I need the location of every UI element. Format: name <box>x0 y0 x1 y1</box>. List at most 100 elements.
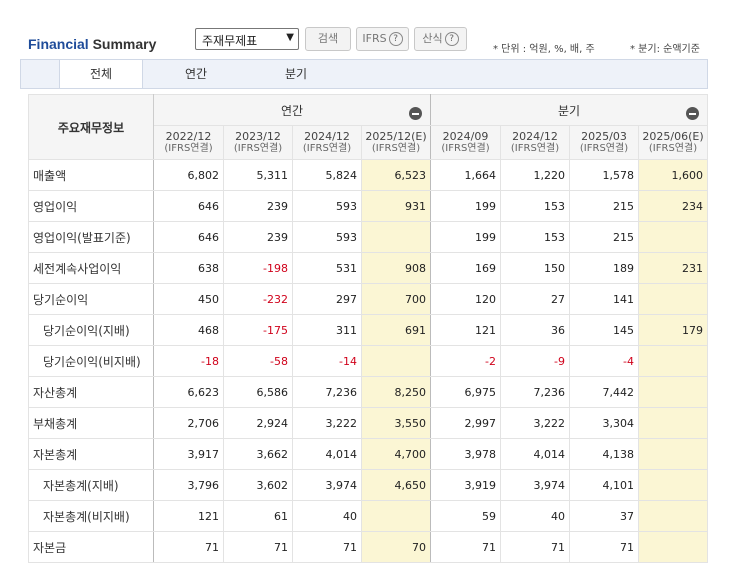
table-cell: 2,924 <box>223 407 293 439</box>
table-cell: 3,917 <box>153 438 224 470</box>
table-cell <box>361 500 431 532</box>
table-cell: 7,236 <box>292 376 362 408</box>
table-cell: 5,824 <box>292 159 362 191</box>
collapse-quarter-icon[interactable] <box>686 107 699 120</box>
row-label[interactable]: 자본총계(비지배) <box>28 500 154 532</box>
row-label[interactable]: 자본총계(지배) <box>28 469 154 501</box>
column-basis: (IFRS연결) <box>648 142 698 154</box>
quarter-group-header: 분기 <box>430 94 708 126</box>
table-cell: 239 <box>223 190 293 222</box>
table-cell: 4,014 <box>292 438 362 470</box>
row-label[interactable]: 자산총계 <box>28 376 154 408</box>
tab-quarter[interactable]: 분기 <box>284 67 308 81</box>
table-cell <box>638 469 708 501</box>
table-cell: 3,974 <box>500 469 570 501</box>
row-label[interactable]: 영업이익 <box>28 190 154 222</box>
row-label[interactable]: 당기순이익(지배) <box>28 314 154 346</box>
table-cell: 700 <box>361 283 431 315</box>
table-cell: 153 <box>500 221 570 253</box>
table-cell: 141 <box>569 283 639 315</box>
table-cell: 3,602 <box>223 469 293 501</box>
financial-summary-table: 주요재무정보 연간 분기 2022/12 (IFRS연결) 2023/12 (IFRS… <box>28 94 708 563</box>
column-period: 2024/12 <box>512 129 558 143</box>
table-cell: 71 <box>223 531 293 563</box>
quarter-group-label: 분기 <box>557 103 581 118</box>
table-cell: 145 <box>569 314 639 346</box>
table-cell: 71 <box>292 531 362 563</box>
table-cell: 297 <box>292 283 362 315</box>
table-row: 자본금 71 71 71 70 71 71 71 <box>28 531 708 563</box>
row-label[interactable]: 영업이익(발표기준) <box>28 221 154 253</box>
row-label[interactable]: 당기순이익(비지배) <box>28 345 154 377</box>
corner-header: 주요재무정보 <box>28 94 154 160</box>
table-cell: -18 <box>153 345 224 377</box>
table-cell: 120 <box>430 283 501 315</box>
table-cell: 40 <box>292 500 362 532</box>
table-cell: 27 <box>500 283 570 315</box>
table-cell: 1,664 <box>430 159 501 191</box>
table-cell: 6,623 <box>153 376 224 408</box>
quarter-basis-note: * 분기: 순액기준 <box>630 44 700 55</box>
table-cell: 6,523 <box>361 159 431 191</box>
table-cell: 7,236 <box>500 376 570 408</box>
table-cell: 215 <box>569 190 639 222</box>
annual-group-label: 연간 <box>280 103 304 118</box>
row-label[interactable]: 부채총계 <box>28 407 154 439</box>
table-cell: 468 <box>153 314 224 346</box>
column-header: 2024/12 (IFRS연결) <box>292 125 362 160</box>
table-cell: 71 <box>430 531 501 563</box>
row-label[interactable]: 자본총계 <box>28 438 154 470</box>
column-header: 2025/06(E) (IFRS연결) <box>638 125 708 160</box>
table-row: 자산총계 6,623 6,586 7,236 8,250 6,975 7,236 7,442 <box>28 376 708 408</box>
table-cell <box>638 407 708 439</box>
table-cell: -198 <box>223 252 293 284</box>
table-cell: 646 <box>153 221 224 253</box>
table-row: 세전계속사업이익 638 -198 531 908 169 150 189 231 <box>28 252 708 284</box>
period-tabs: 전체 연간 분기 <box>20 59 708 89</box>
table-cell: 3,978 <box>430 438 501 470</box>
column-basis: (IFRS연결) <box>510 142 560 154</box>
tab-all[interactable]: 전체 <box>59 60 143 88</box>
tab-annual[interactable]: 연간 <box>184 67 208 81</box>
column-basis: (IFRS연결) <box>371 142 421 154</box>
table-cell: 4,650 <box>361 469 431 501</box>
table-cell: 179 <box>638 314 708 346</box>
ifrs-help-button[interactable]: IFRS? <box>356 27 409 51</box>
collapse-annual-icon[interactable] <box>409 107 422 120</box>
table-cell: -58 <box>223 345 293 377</box>
column-period: 2025/12(E) <box>365 129 427 143</box>
table-cell: 37 <box>569 500 639 532</box>
table-cell: 121 <box>153 500 224 532</box>
row-label[interactable]: 세전계속사업이익 <box>28 252 154 284</box>
table-row: 당기순이익(지배) 468 -175 311 691 121 36 145 179 <box>28 314 708 346</box>
search-button[interactable]: 검색 <box>305 27 351 51</box>
statement-type-select[interactable]: 주재무제표 ▼ <box>195 28 299 50</box>
table-cell: 4,014 <box>500 438 570 470</box>
table-cell: 3,222 <box>292 407 362 439</box>
table-row: 매출액 6,802 5,311 5,824 6,523 1,664 1,220 1,578 1,… <box>28 159 708 191</box>
table-cell: 1,600 <box>638 159 708 191</box>
title-summary: Summary <box>92 36 157 52</box>
table-cell: 4,700 <box>361 438 431 470</box>
table-cell: 1,220 <box>500 159 570 191</box>
table-row: 영업이익(발표기준) 646 239 593 199 153 215 <box>28 221 708 253</box>
table-cell: 2,997 <box>430 407 501 439</box>
select-value: 주재무제표 <box>202 34 258 48</box>
row-label[interactable]: 당기순이익 <box>28 283 154 315</box>
row-label[interactable]: 자본금 <box>28 531 154 563</box>
question-icon: ? <box>444 32 459 46</box>
row-label[interactable]: 매출액 <box>28 159 154 191</box>
table-cell: 61 <box>223 500 293 532</box>
column-period: 2023/12 <box>235 129 281 143</box>
column-basis: (IFRS연결) <box>579 142 629 154</box>
table-cell <box>638 221 708 253</box>
table-row: 영업이익 646 239 593 931 199 153 215 234 <box>28 190 708 222</box>
table-cell: 36 <box>500 314 570 346</box>
column-period: 2025/06(E) <box>642 129 704 143</box>
table-cell: 40 <box>500 500 570 532</box>
table-cell: 311 <box>292 314 362 346</box>
table-cell: 121 <box>430 314 501 346</box>
table-cell: -2 <box>430 345 501 377</box>
formula-help-button[interactable]: 산식? <box>414 27 467 51</box>
table-cell: 6,975 <box>430 376 501 408</box>
